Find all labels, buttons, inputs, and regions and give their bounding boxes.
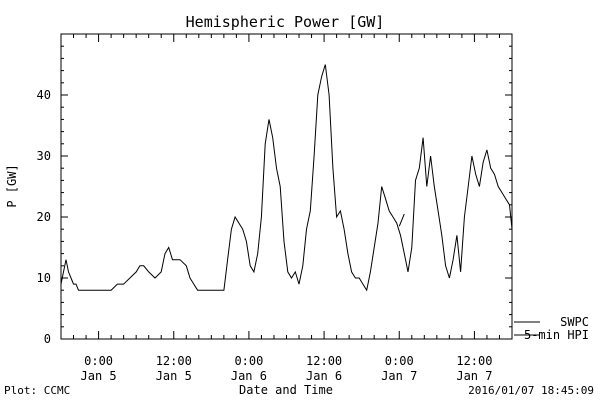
y-tick-label: 0	[44, 332, 51, 346]
y-tick-label: 10	[37, 271, 51, 285]
plot-frame	[60, 33, 513, 340]
x-tick-date-label: Jan 7	[381, 369, 417, 383]
series-line-swpc	[60, 64, 513, 292]
chart-title: Hemispheric Power [GW]	[186, 13, 385, 31]
series-group	[60, 64, 513, 292]
footer-credit: Plot: CCMC	[4, 384, 70, 397]
x-tick-time-label: 0:00	[84, 354, 113, 368]
x-tick-time-label: 0:00	[234, 354, 263, 368]
x-tick-date-label: Jan 5	[156, 369, 192, 383]
footer-timestamp: 2016/01/07 18:45:09	[468, 384, 594, 397]
x-axis-label: Date and Time	[239, 383, 333, 397]
x-tick-date-label: Jan 6	[231, 369, 267, 383]
x-tick-date-label: Jan 6	[306, 369, 342, 383]
y-tick-label: 40	[37, 88, 51, 102]
legend-label: 5-min HPI	[524, 328, 589, 342]
x-tick-time-label: 12:00	[456, 354, 492, 368]
y-axis: 0 10 20 30 40	[37, 33, 512, 346]
x-tick-time-label: 12:00	[156, 354, 192, 368]
legend-label: SWPC	[560, 315, 589, 329]
series-line-hpi	[398, 213, 405, 227]
x-tick-date-label: Jan 5	[81, 369, 117, 383]
x-tick-time-label: 12:00	[306, 354, 342, 368]
y-tick-label: 30	[37, 149, 51, 163]
y-axis-label: P [GW]	[5, 164, 19, 207]
x-tick-date-label: Jan 7	[456, 369, 492, 383]
x-tick-time-label: 0:00	[385, 354, 414, 368]
y-tick-label: 20	[37, 210, 51, 224]
